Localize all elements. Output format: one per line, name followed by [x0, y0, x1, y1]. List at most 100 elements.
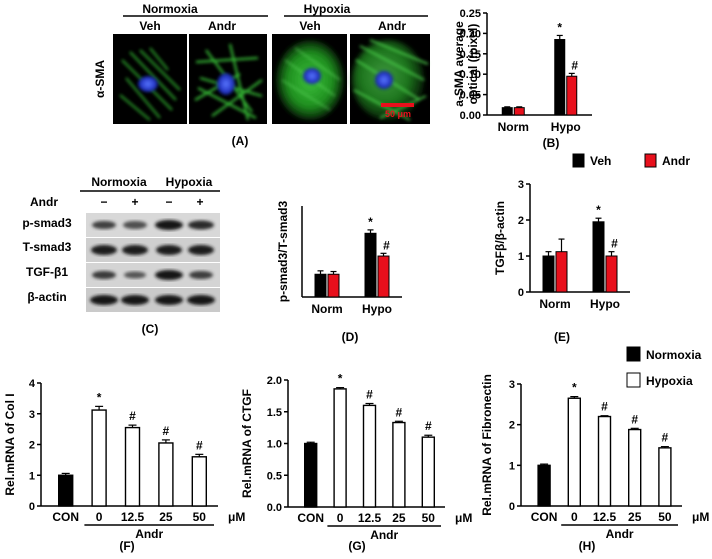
chart-e-bar [592, 221, 605, 293]
legend-label-andr: Andr [662, 154, 690, 168]
panel-label-b: (B) [543, 136, 560, 150]
chart-g-significance-mark: # [396, 405, 403, 419]
chart-h-category-label: 0 [571, 510, 578, 524]
chart-f-ytick-label: 1 [29, 470, 35, 482]
chart-g-category-label: 50 [422, 511, 436, 525]
chart-g-category-label: 12.5 [358, 511, 382, 525]
chart-b-significance-mark: * [557, 20, 562, 34]
blot-group-hypoxia: Hypoxia [166, 175, 213, 189]
chart-h-unit-label: μM [692, 510, 709, 524]
chart-h-category-label: CON [531, 510, 558, 524]
chart-g-bar [362, 404, 377, 508]
chart-h-significance-mark: # [631, 412, 638, 426]
legend-label-veh: Veh [590, 154, 611, 168]
chart-f-group-label: Andr [135, 527, 163, 541]
blot-sign-1: − [100, 195, 107, 209]
legend-label-hypoxia: Hypoxia [646, 374, 693, 388]
chart-f-ylabel: Rel.mRNA of Col I [3, 393, 17, 495]
chart-e-bar [542, 255, 555, 293]
panel-c-western-blot: Normoxia Hypoxia Andr − + − + p-smad3 T-… [22, 175, 220, 336]
blot-band-label: TGF-β1 [26, 265, 68, 279]
chart-e-ytick-label: 3 [518, 179, 524, 191]
chart-f-category-label: 50 [193, 510, 207, 524]
chart-h-bar [628, 428, 642, 507]
chart-f-significance-mark: # [196, 438, 203, 452]
blot-sign-4: + [196, 195, 203, 209]
legend-swatch-veh [572, 153, 585, 168]
scale-bar [381, 103, 414, 107]
normoxia-group-label: Normoxia [142, 2, 198, 16]
chart-h-significance-mark: # [601, 400, 608, 414]
chart-b-ytick-label: 0.20 [460, 28, 481, 40]
chart-b-bar [501, 107, 513, 116]
chart-h-bar [567, 397, 581, 507]
chart-g-ytick-label: 0.5 [267, 470, 282, 482]
blot-band-label: p-smad3 [22, 216, 72, 230]
legend-swatch-andr [644, 153, 657, 168]
chart-b-category-label: Hypo [551, 120, 581, 134]
panel-label-a: (A) [232, 134, 249, 148]
chart-h-bar [537, 464, 551, 507]
chart-b-bar [554, 39, 566, 116]
chart-h-significance-mark: # [662, 431, 669, 445]
micrograph-normoxia-veh [113, 34, 187, 124]
legend-normoxia-hypoxia: Normoxia Hypoxia [626, 346, 702, 388]
chart-e-ytick-label: 2 [518, 215, 524, 227]
chart-g-bar [421, 436, 435, 508]
chart-f-bar [191, 456, 208, 507]
chart-g-significance-mark: * [338, 372, 343, 386]
blot-band-label: β-actin [27, 290, 66, 304]
chart-e-ytick-label: 0 [518, 287, 524, 299]
chart-g-bar [392, 421, 406, 508]
blot-band-label: T-smad3 [23, 240, 72, 254]
chart-b-ytick-label: 0.05 [460, 90, 481, 102]
chart-g-category-label: CON [297, 511, 324, 525]
chart-b-ylabel: a-SMA average [452, 21, 466, 107]
chart-d-significance-mark: * [368, 215, 373, 229]
blot-sign-3: − [165, 195, 172, 209]
chart-d-category-label: Hypo [362, 302, 392, 316]
chart-f-ytick-label: 3 [29, 409, 35, 421]
panel-label-d: (D) [342, 330, 359, 344]
chart-b-significance-mark: # [571, 58, 578, 72]
chart-layer: 0.000.050.100.150.200.25a-SMA average opt… [3, 8, 709, 542]
chart-d-significance-mark: # [383, 238, 390, 252]
legend-swatch-hypoxia [626, 372, 641, 388]
chart-f-ytick-label: 4 [29, 378, 36, 390]
chart-f-significance-mark: * [97, 390, 102, 404]
chart-h-category-label: 50 [658, 510, 672, 524]
chart-e-bar [605, 255, 618, 293]
chart-f-category-label: 12.5 [121, 510, 145, 524]
chart-f-significance-mark: # [129, 409, 136, 423]
chart-f-bar [91, 409, 107, 507]
chart-b-bar [566, 75, 578, 116]
chart-f-bar [124, 426, 141, 507]
micrograph-hypoxia-andr: 50 μm [350, 34, 430, 124]
chart-d-bar [314, 273, 327, 298]
blot-row-tgf-b1: TGF-β1 [26, 263, 220, 287]
column-label-andr-hypoxia: Andr [378, 19, 406, 33]
chart-f-significance-mark: # [163, 424, 170, 438]
column-label-veh-hypoxia: Veh [299, 19, 320, 33]
chart-f-category-label: CON [52, 510, 79, 524]
scale-bar-label: 50 μm [385, 109, 411, 119]
chart-f-bar [158, 442, 174, 507]
chart-f-unit-label: μM [228, 510, 245, 524]
chart-b-ytick-label: 0.15 [460, 49, 481, 61]
blot-treatment-label: Andr [30, 195, 58, 209]
hypoxia-group-label: Hypoxia [304, 2, 351, 16]
micrograph-normoxia-andr [189, 34, 267, 124]
chart-e-category-label: Hypo [590, 297, 620, 311]
chart-e-significance-mark: * [596, 203, 601, 217]
chart-b-ytick-label: 0.00 [460, 110, 481, 122]
blot-row-b-actin: β-actin [27, 288, 220, 312]
chart-b-ylabel: optical (/pixel) [466, 24, 480, 105]
chart-g-significance-mark: # [366, 387, 373, 401]
panel-label-f: (F) [119, 539, 134, 553]
chart-g-ylabel: Rel.mRNA of CTGF [240, 389, 254, 498]
panel-label-h: (H) [579, 539, 596, 553]
chart-g-ytick-label: 0.0 [267, 502, 282, 514]
chart-g-significance-mark: # [425, 419, 432, 433]
panel-label-g: (G) [348, 539, 365, 553]
